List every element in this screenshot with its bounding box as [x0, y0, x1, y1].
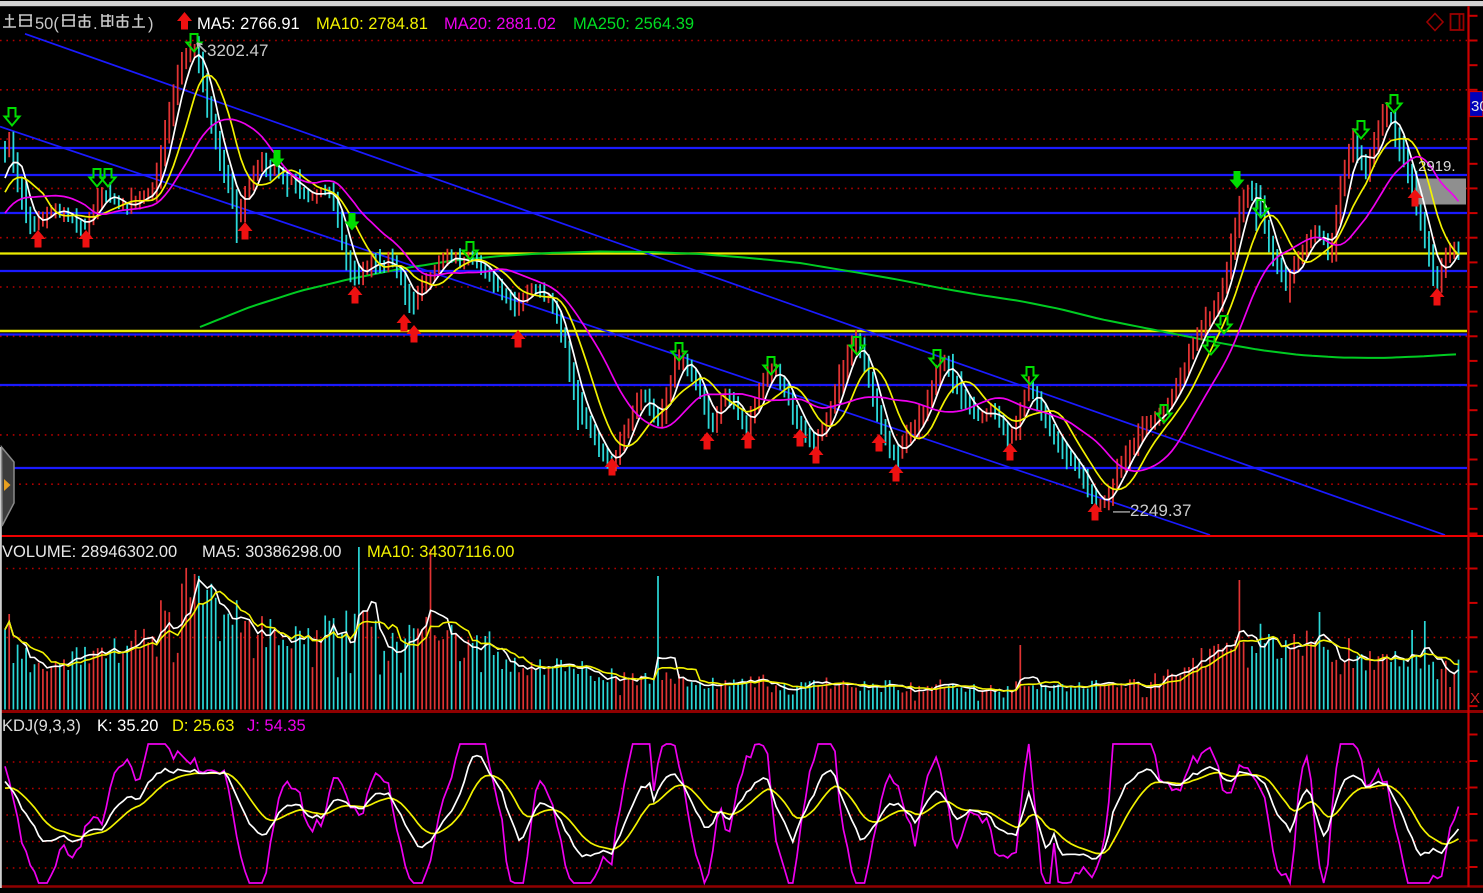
svg-text:50(: 50( [35, 15, 59, 33]
svg-text:J: 54.35: J: 54.35 [247, 717, 306, 735]
svg-text:KDJ(9,3,3): KDJ(9,3,3) [2, 717, 81, 735]
svg-text:VOLUME: 28946302.00: VOLUME: 28946302.00 [2, 543, 177, 561]
svg-text:K: 35.20: K: 35.20 [97, 717, 158, 735]
svg-text:X: X [1470, 690, 1480, 707]
svg-text:D: 25.63: D: 25.63 [172, 717, 234, 735]
svg-text:MA5: 30386298.00: MA5: 30386298.00 [202, 543, 341, 561]
svg-text:2919.: 2919. [1418, 158, 1456, 175]
svg-text:—2249.37: —2249.37 [1113, 501, 1191, 520]
svg-text:.: . [93, 15, 98, 33]
svg-text:): ) [148, 15, 154, 33]
svg-text:MA250: 2564.39: MA250: 2564.39 [573, 15, 694, 33]
svg-text:3202.47: 3202.47 [207, 41, 268, 60]
svg-text:MA10: 2784.81: MA10: 2784.81 [316, 15, 428, 33]
svg-text:MA10: 34307116.00: MA10: 34307116.00 [367, 543, 514, 561]
svg-text:30: 30 [1471, 98, 1483, 115]
svg-text:MA5: 2766.91: MA5: 2766.91 [197, 15, 300, 33]
svg-text:MA20: 2881.02: MA20: 2881.02 [444, 15, 556, 33]
